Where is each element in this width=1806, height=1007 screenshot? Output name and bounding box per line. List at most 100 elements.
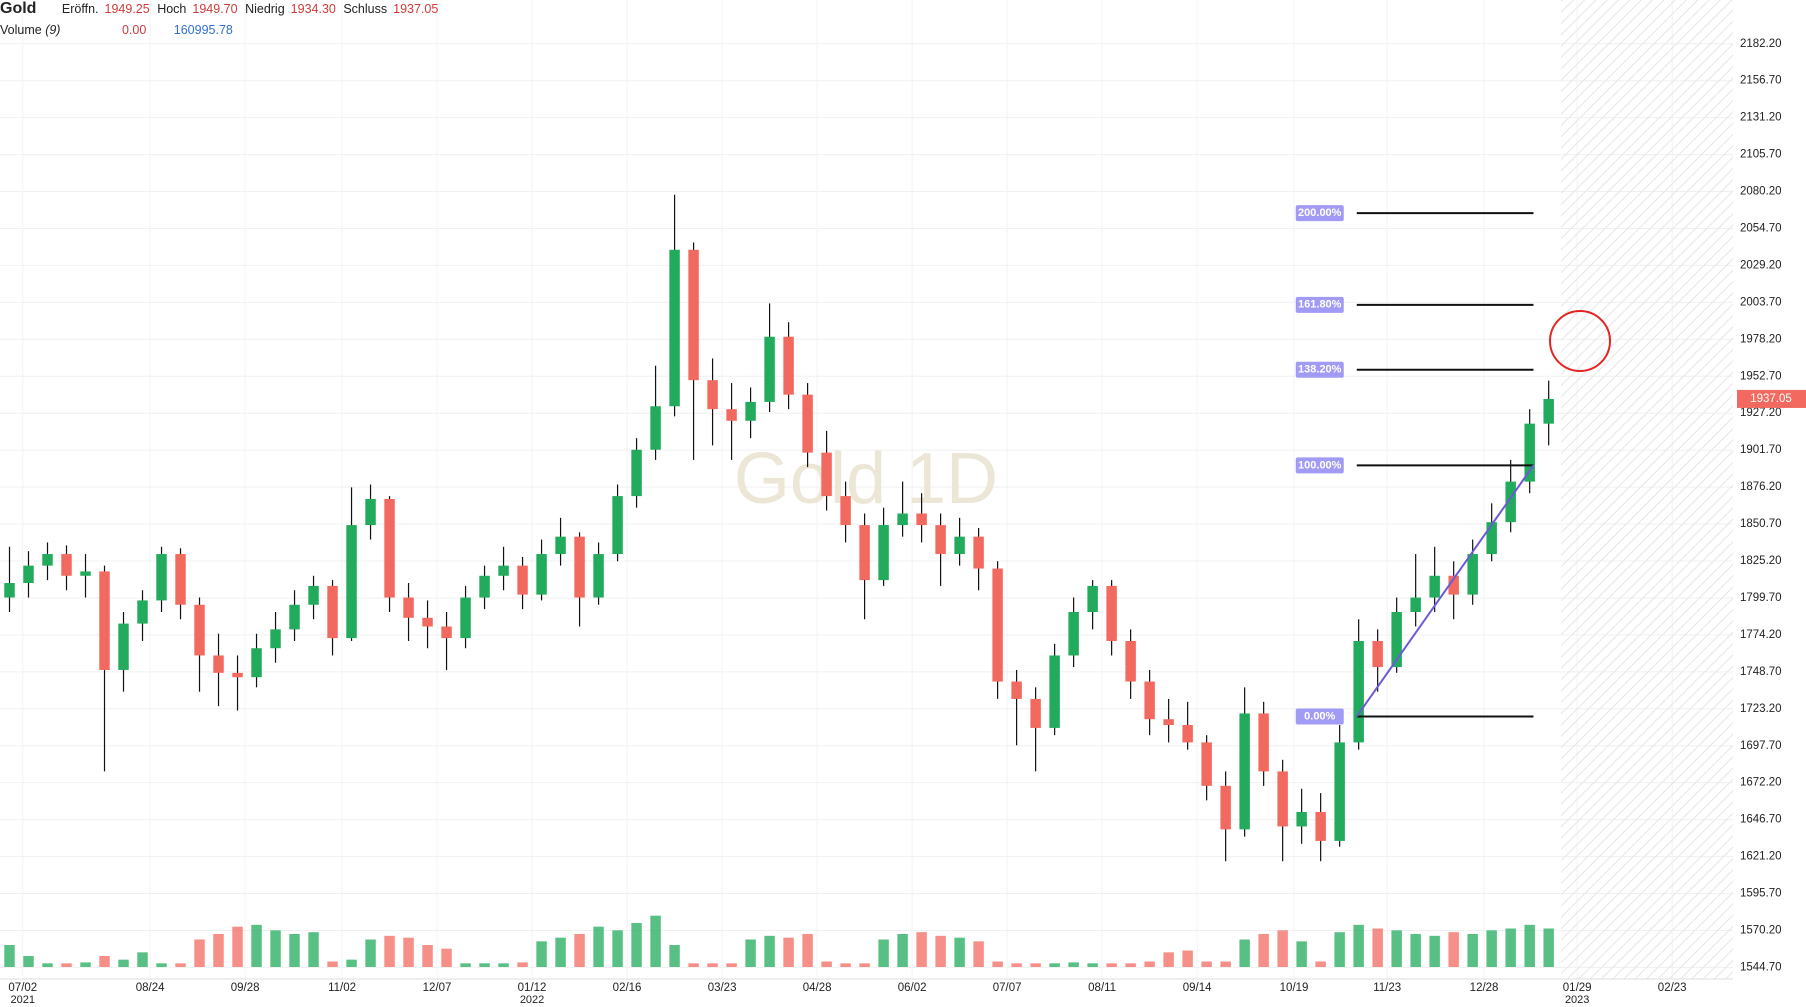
- volume-bar: [80, 962, 91, 967]
- volume-bar: [4, 945, 15, 967]
- grid: [0, 0, 1733, 979]
- y-tick-label: 1748.70: [1740, 666, 1782, 678]
- x-tick-label: 08/11: [1088, 982, 1116, 994]
- volume-bar: [707, 963, 718, 967]
- y-tick-label: 1901.70: [1740, 444, 1782, 456]
- fib-label: 138.20%: [1298, 364, 1342, 376]
- volume-bar: [783, 937, 794, 967]
- fib-label: 200.00%: [1298, 207, 1342, 219]
- y-tick-label: 1595.70: [1740, 888, 1782, 900]
- volume-bar: [1277, 930, 1288, 967]
- x-tick-label: 07/07: [993, 982, 1022, 994]
- volume-bar: [118, 959, 129, 967]
- y-tick-label: 2131.20: [1740, 112, 1782, 124]
- y-tick-label: 2080.20: [1740, 186, 1782, 198]
- volume-bar: [1315, 961, 1326, 967]
- volume-bar: [517, 962, 528, 967]
- y-tick-label: 2182.20: [1740, 38, 1782, 50]
- volume-bar: [612, 930, 623, 967]
- x-year-label: 2023: [1565, 994, 1589, 1006]
- volume-bar: [251, 924, 262, 967]
- volume-bar: [1144, 961, 1155, 967]
- highlight-circle: [1549, 310, 1611, 372]
- candle-body: [973, 536, 984, 569]
- candle-body: [821, 452, 832, 497]
- x-tick-label: 04/28: [803, 982, 832, 994]
- candle-body: [1220, 785, 1231, 830]
- field-label: Hoch: [157, 2, 187, 16]
- fib-label-box: [1295, 205, 1344, 222]
- candle-body: [897, 513, 908, 526]
- volume-ma-value: 160995.78: [173, 23, 233, 37]
- field-label: Schluss: [343, 2, 388, 16]
- volume-bar: [1543, 928, 1554, 967]
- watermark: Gold 1D: [734, 439, 998, 519]
- volume-bar: [213, 934, 224, 967]
- candle-body: [403, 597, 414, 618]
- candle-body: [1353, 640, 1364, 743]
- candle-body: [1448, 575, 1459, 595]
- fib-label-box: [1295, 708, 1344, 725]
- volume-bar: [1448, 932, 1459, 967]
- candle-body: [1429, 575, 1440, 598]
- y-tick-label: 1952.70: [1740, 370, 1782, 382]
- volume-bar: [23, 956, 34, 967]
- volume-bar: [536, 941, 547, 967]
- volume-bar: [897, 934, 908, 967]
- volume-bar: [1125, 963, 1136, 967]
- volume-bar: [1372, 928, 1383, 967]
- fib-label: 0.00%: [1304, 710, 1335, 722]
- candle-body: [878, 525, 889, 581]
- x-tick-label: 01/29: [1563, 982, 1592, 994]
- field-label: Eröffn.: [61, 2, 99, 16]
- candle-body: [992, 568, 1003, 682]
- candle-body: [840, 496, 851, 526]
- y-tick-label: 1774.20: [1740, 629, 1782, 641]
- y-tick-label: 1570.20: [1740, 924, 1782, 936]
- volume-bar: [1087, 963, 1098, 967]
- volume-bar: [1220, 961, 1231, 967]
- candle-body: [1296, 811, 1307, 827]
- volume-bar: [99, 956, 110, 967]
- volume-bar: [726, 963, 737, 967]
- candle-body: [270, 629, 281, 649]
- trendline: [1355, 464, 1535, 718]
- candle-body: [1524, 423, 1535, 482]
- candle-body: [1049, 655, 1060, 728]
- volume-bar: [840, 963, 851, 967]
- volume-label: Volume: [0, 23, 42, 37]
- x-tick-label: 12/28: [1470, 982, 1499, 994]
- candle-body: [555, 536, 566, 555]
- volume-bar: [935, 935, 946, 967]
- ohlc-row: Gold Eröffn. 1949.25 Hoch 1949.70 Niedrig 1…: [0, 0, 442, 18]
- volume-bar: [1011, 963, 1022, 967]
- candle-body: [1182, 725, 1193, 743]
- volume-bar: [441, 948, 452, 967]
- candle-body: [1144, 681, 1155, 720]
- candle-body: [745, 401, 756, 421]
- candle-body: [99, 571, 110, 670]
- x-tick-label: 07/02: [8, 982, 37, 994]
- candle-body: [156, 554, 167, 601]
- field-value: 1949.25: [104, 2, 150, 16]
- candle-body: [1372, 640, 1383, 668]
- volume-bar: [137, 952, 148, 967]
- volume-bar: [1486, 930, 1497, 967]
- x-tick-label: 03/23: [708, 982, 737, 994]
- x-tick-label: 11/23: [1373, 982, 1401, 994]
- y-tick-label: 2003.70: [1740, 296, 1782, 308]
- candle-body: [308, 585, 319, 605]
- candle-body: [536, 554, 547, 595]
- y-tick-label: 1672.20: [1740, 777, 1782, 789]
- volume-bar: [479, 963, 490, 967]
- volume-bar: [327, 961, 338, 967]
- y-tick-label: 1850.70: [1740, 518, 1782, 530]
- volume-bar: [156, 963, 167, 967]
- candle-body: [669, 249, 680, 407]
- volume-bar: [289, 934, 300, 967]
- candle-body: [137, 600, 148, 624]
- candle-body: [802, 394, 813, 453]
- volume-bar: [1163, 952, 1174, 967]
- candle-body: [954, 536, 965, 555]
- field-value: 1937.05: [393, 2, 439, 16]
